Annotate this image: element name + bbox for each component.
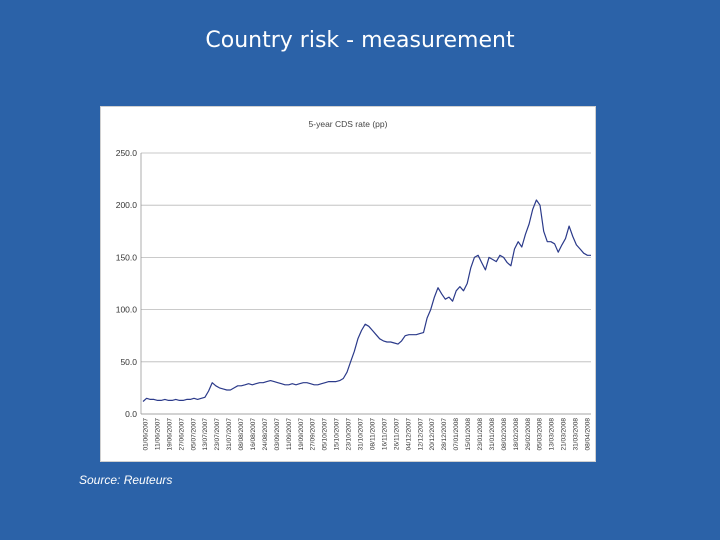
- axes: [140, 153, 591, 415]
- x-tick-label: 16/11/2007: [381, 418, 388, 450]
- slide-title: Country risk - measurement: [205, 28, 515, 53]
- gridlines: [141, 152, 591, 415]
- y-axis-tick-labels: 0.0 50.0 100.0 150.0 200.0 250.0: [116, 148, 138, 419]
- x-tick-label: 12/12/2007: [417, 418, 424, 451]
- source-note: Source: Reuteurs: [79, 473, 173, 487]
- x-tick-label: 31/01/2008: [489, 418, 496, 451]
- x-tick-label: 26/02/2008: [525, 418, 532, 451]
- x-tick-label: 15/01/2008: [465, 418, 472, 451]
- y-tick-label: 150.0: [116, 252, 138, 262]
- y-tick-label: 250.0: [116, 148, 138, 158]
- x-tick-label: 24/08/2007: [262, 418, 269, 451]
- x-tick-label: 16/08/2007: [250, 418, 257, 451]
- x-tick-label: 28/12/2007: [441, 418, 448, 451]
- x-tick-label: 13/07/2007: [202, 418, 209, 451]
- chart-panel: 5-year CDS rate (pp) 0.0 50.0 100.0 150.0 20…: [100, 106, 596, 462]
- chart-title: 5-year CDS rate (pp): [309, 119, 388, 129]
- x-tick-label: 15/10/2007: [334, 418, 341, 451]
- x-tick-label: 05/07/2007: [190, 418, 197, 451]
- x-tick-label: 31/07/2007: [226, 418, 233, 451]
- y-tick-label: 0.0: [125, 409, 137, 419]
- x-tick-label: 08/02/2008: [501, 418, 508, 451]
- x-tick-label: 05/10/2007: [322, 418, 329, 451]
- x-tick-label: 08/11/2007: [369, 418, 376, 450]
- cds-line-chart: 5-year CDS rate (pp) 0.0 50.0 100.0 150.0 20…: [116, 119, 592, 451]
- x-tick-label: 21/03/2008: [561, 418, 568, 451]
- x-tick-label: 07/01/2008: [453, 418, 460, 451]
- x-tick-label: 31/03/2008: [573, 418, 580, 451]
- x-tick-label: 04/12/2007: [405, 418, 412, 451]
- x-tick-label: 23/01/2008: [477, 418, 484, 451]
- x-tick-label: 08/08/2007: [238, 418, 245, 451]
- x-tick-label: 20/12/2007: [429, 418, 436, 451]
- x-axis-tick-labels: 01/06/2007 11/06/2007 19/06/2007 27/06/2007…: [143, 418, 592, 451]
- x-tick-label: 13/03/2008: [549, 418, 556, 451]
- x-tick-label: 19/06/2007: [166, 418, 173, 451]
- y-tick-label: 50.0: [120, 357, 137, 367]
- x-tick-label: 23/10/2007: [346, 418, 353, 451]
- x-tick-label: 18/02/2008: [513, 418, 520, 451]
- x-tick-label: 31/10/2007: [358, 418, 365, 451]
- x-tick-label: 27/09/2007: [310, 418, 317, 451]
- x-tick-label: 19/09/2007: [298, 418, 305, 451]
- x-tick-label: 03/09/2007: [274, 418, 281, 451]
- series-layer: [142, 199, 591, 402]
- x-tick-label: 23/07/2007: [214, 418, 221, 451]
- x-tick-label: 05/03/2008: [537, 418, 544, 451]
- y-tick-label: 100.0: [116, 305, 138, 315]
- x-tick-label: 11/09/2007: [286, 418, 293, 450]
- x-tick-label: 08/04/2008: [585, 418, 592, 451]
- x-tick-label: 27/06/2007: [178, 418, 185, 451]
- x-tick-label: 01/06/2007: [143, 418, 150, 451]
- cds-rate-series-line: [142, 199, 591, 402]
- x-tick-label: 26/11/2007: [393, 418, 400, 450]
- x-tick-label: 11/06/2007: [154, 418, 161, 450]
- y-tick-label: 200.0: [116, 200, 138, 210]
